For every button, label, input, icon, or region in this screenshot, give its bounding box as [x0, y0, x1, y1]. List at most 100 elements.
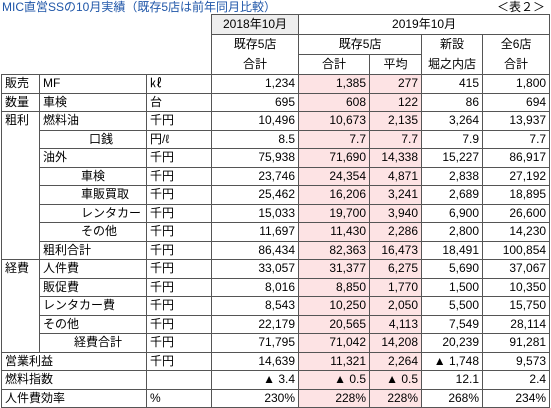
- value-cell: 19,700: [298, 203, 371, 223]
- item-label: 経費合計: [39, 333, 147, 353]
- period: 2018年10月: [211, 14, 300, 35]
- value-cell: 608: [298, 92, 371, 112]
- value-cell: 26,600: [482, 203, 551, 223]
- unit-label: 台: [145, 92, 213, 112]
- value-cell: 2,838: [421, 166, 484, 186]
- table-row: 経費合計 千円 71,795 71,042 14,208 20,239 91,281: [2, 333, 551, 353]
- value-cell: 2,135: [369, 111, 423, 131]
- value-cell: 415: [421, 74, 484, 94]
- item-label: その他: [39, 314, 147, 334]
- table-head: 2018年10月 2019年10月 既存5店 既存5店 新設 全6店 合計 合計…: [1, 14, 551, 75]
- value-cell: 230%: [211, 388, 300, 408]
- table-row: その他 千円 22,179 20,565 4,113 7,549 28,114: [2, 314, 551, 334]
- value-cell: 28,114: [482, 314, 551, 334]
- value-cell: 11,430: [298, 222, 371, 242]
- value-cell: 15,750: [482, 296, 551, 316]
- value-cell: 6,900: [421, 203, 484, 223]
- value-cell: 14,639: [211, 351, 300, 371]
- value-cell: 75,938: [211, 148, 300, 168]
- value-cell: 1,385: [298, 74, 371, 94]
- table-row: 人件費効率% 230% 228% 228% 268% 234%: [1, 388, 551, 408]
- column-header: 合計: [482, 54, 551, 75]
- group-header: 全6店: [482, 34, 551, 55]
- table-row: 口銭 円/ℓ 8.5 7.7 7.7 7.9 7.7: [2, 129, 551, 149]
- header: MIC直営SSの10月実績（既存5店は前年同月比較） ＜表２＞: [0, 0, 551, 14]
- column-header: 平均: [369, 54, 423, 75]
- row-label: 燃料指数: [1, 370, 147, 390]
- value-cell: 100,854: [482, 240, 551, 260]
- value-cell: 2,286: [369, 222, 423, 242]
- unit-label: 千円: [145, 148, 213, 168]
- item-label: 車検: [39, 92, 147, 112]
- value-cell: 8,543: [211, 296, 300, 316]
- blank: [2, 35, 212, 55]
- blank: [2, 15, 212, 35]
- blank: [1, 54, 212, 75]
- value-cell: 7.7: [369, 129, 423, 149]
- value-cell: 14,208: [369, 333, 423, 353]
- value-cell: 2,050: [369, 296, 423, 316]
- period: 2019年10月: [298, 14, 551, 35]
- unit-label: 千円: [145, 203, 213, 223]
- unit-label: [145, 370, 213, 390]
- item-label: 燃料油: [39, 111, 147, 131]
- table-label: ＜表２＞: [496, 0, 545, 14]
- item-label: 車検: [39, 166, 147, 186]
- value-cell: 3,264: [421, 111, 484, 131]
- value-cell: 6,275: [369, 259, 423, 279]
- value-cell: 18,491: [421, 240, 484, 260]
- value-cell: 695: [211, 92, 300, 112]
- unit-label: 千円: [145, 296, 213, 316]
- value-cell: 8,016: [211, 277, 300, 297]
- value-cell: 1,770: [369, 277, 423, 297]
- table-row: レンタカー費 千円 8,543 10,250 2,050 5,500 15,750: [2, 296, 551, 316]
- value-cell: 12.1: [421, 370, 484, 390]
- group-label: 数量: [1, 92, 40, 112]
- value-cell: 86,434: [211, 240, 300, 260]
- value-cell: 15,227: [421, 148, 484, 168]
- unit-label: ㎘: [145, 74, 213, 94]
- unit-label: 千円: [145, 111, 213, 131]
- value-cell: ▲ 1,748: [421, 351, 484, 371]
- value-cell: 1,800: [482, 74, 551, 94]
- value-cell: 7.7: [482, 129, 551, 149]
- row-label: 人件費効率: [1, 388, 147, 408]
- value-cell: 228%: [369, 388, 423, 408]
- value-cell: 18,895: [482, 185, 551, 205]
- unit-label: 千円: [145, 222, 213, 242]
- value-cell: 86,917: [482, 148, 551, 168]
- value-cell: 10,496: [211, 111, 300, 131]
- value-cell: 277: [369, 74, 423, 94]
- table-row: 経費 人件費 千円 33,057 31,377 6,275 5,690 37,067: [1, 259, 551, 353]
- value-cell: 14,338: [369, 148, 423, 168]
- table-row: 販促費 千円 8,016 8,850 1,770 1,500 10,350: [2, 277, 551, 297]
- value-cell: 33,057: [211, 259, 300, 279]
- value-cell: 268%: [421, 388, 484, 408]
- value-cell: 24,354: [298, 166, 371, 186]
- group-label: 販売: [1, 74, 40, 94]
- unit-label: 千円: [145, 333, 213, 353]
- value-cell: 16,473: [369, 240, 423, 260]
- value-cell: 2,689: [421, 185, 484, 205]
- value-cell: 3,241: [369, 185, 423, 205]
- value-cell: ▲ 0.5: [369, 370, 423, 390]
- value-cell: 31,377: [298, 259, 371, 279]
- unit-label: 千円: [145, 240, 213, 260]
- value-cell: 22,179: [211, 314, 300, 334]
- table-row: 油外 千円 75,938 71,690 14,338 15,227 86,917: [2, 148, 551, 168]
- value-cell: 2,264: [369, 351, 423, 371]
- value-cell: 4,113: [369, 314, 423, 334]
- value-cell: 8.5: [211, 129, 300, 149]
- value-cell: 10,673: [298, 111, 371, 131]
- table-body: 販売 MF ㎘ 1,234 1,385 277 415 1,800 数量 車検台 695 608 122…: [1, 74, 551, 408]
- table-row: 販売 MF ㎘ 1,234 1,385 277 415 1,800: [1, 74, 551, 94]
- value-cell: 7,549: [421, 314, 484, 334]
- item-label: 車販買取: [39, 185, 147, 205]
- value-cell: 25,462: [211, 185, 300, 205]
- item-label: 口銭: [39, 129, 147, 149]
- group-header: 新設: [421, 34, 484, 55]
- value-cell: 7.9: [421, 129, 484, 149]
- value-cell: 71,795: [211, 333, 300, 353]
- item-label: 販促費: [39, 277, 147, 297]
